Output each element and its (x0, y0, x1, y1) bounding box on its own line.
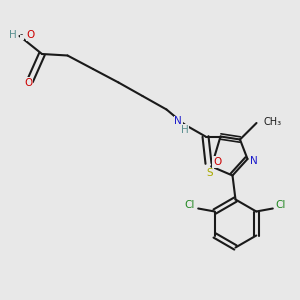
Text: H: H (181, 125, 188, 135)
Text: CH₃: CH₃ (264, 117, 282, 127)
Text: Cl: Cl (185, 200, 195, 211)
Text: O: O (213, 157, 221, 167)
Text: -: - (20, 31, 23, 40)
Text: H: H (9, 29, 16, 40)
Text: S: S (207, 168, 213, 178)
Text: N: N (174, 116, 182, 127)
Text: O: O (26, 30, 34, 40)
Text: N: N (250, 155, 258, 166)
Text: Cl: Cl (276, 200, 286, 211)
Text: O: O (24, 77, 33, 88)
